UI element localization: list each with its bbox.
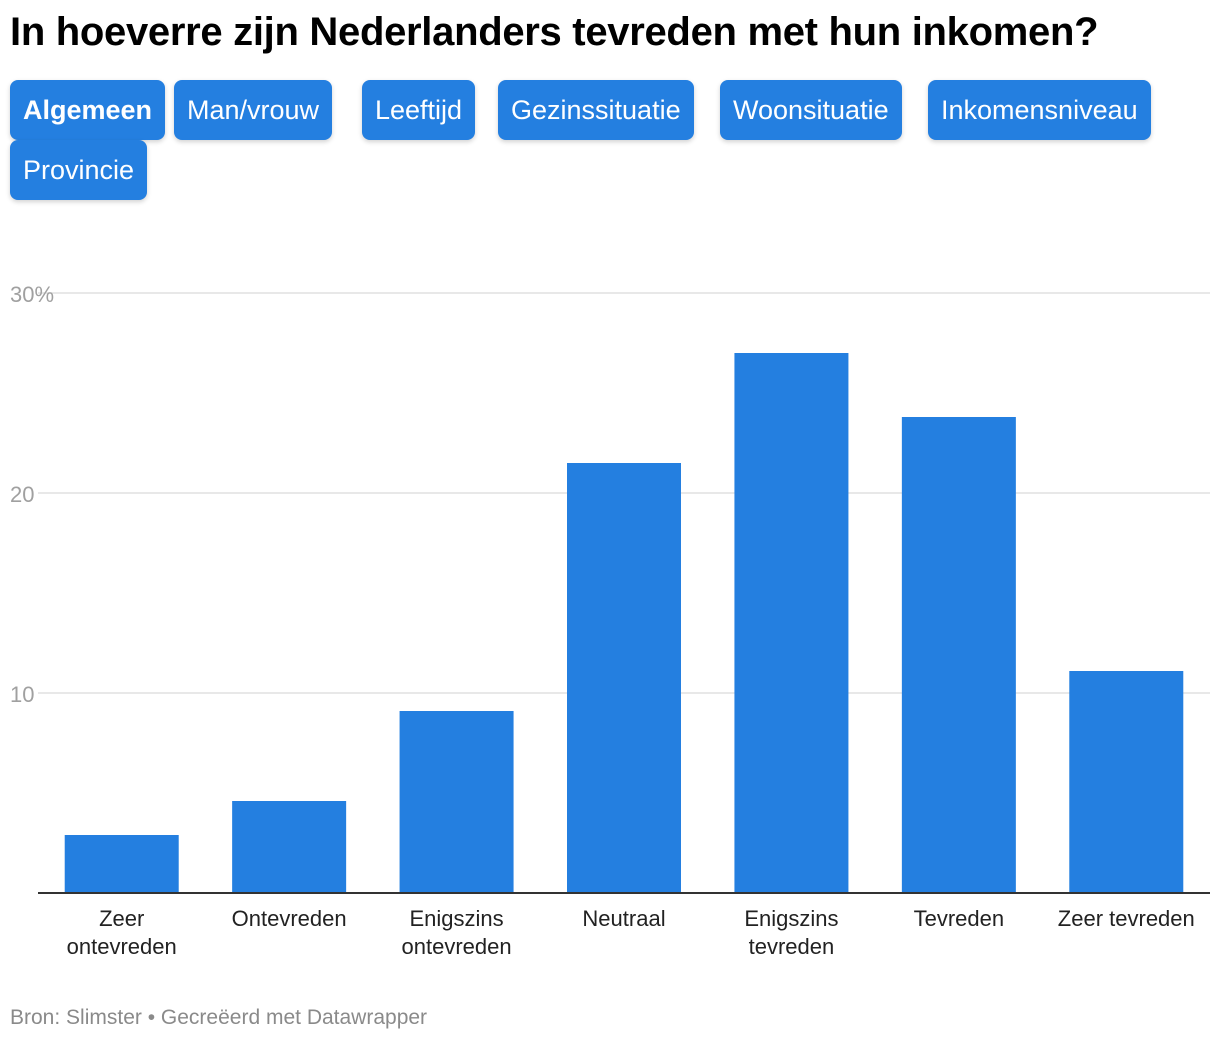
x-tick-label-line: Enigszins: [744, 906, 838, 931]
x-tick-label-line: ontevreden: [67, 934, 177, 959]
tab-leeftijd[interactable]: Leeftijd: [362, 80, 476, 140]
footer-separator: •: [147, 1006, 156, 1029]
bar-2: [399, 711, 514, 893]
chart-title: In hoeverre zijn Nederlanders tevreden m…: [10, 10, 1099, 54]
credit-link[interactable]: Gecreëerd met Datawrapper: [160, 1006, 428, 1029]
tab-gezinssituatie[interactable]: Gezinssituatie: [498, 80, 694, 140]
x-tick-label-line: Neutraal: [582, 906, 665, 931]
x-tick-label: Zeer tevreden: [1058, 906, 1195, 931]
x-tick-label-line: Tevreden: [914, 906, 1005, 931]
y-tick-label: 10: [10, 682, 34, 707]
bar-6: [1069, 671, 1184, 893]
x-tick-label-line: Zeer tevreden: [1058, 906, 1195, 931]
bar-3: [567, 463, 681, 893]
bar-4: [734, 353, 849, 893]
bar-5: [901, 417, 1016, 893]
x-tick-label-line: tevreden: [749, 934, 835, 959]
x-tick-label-line: ontevreden: [402, 934, 512, 959]
tab-man-vrouw[interactable]: Man/vrouw: [174, 80, 333, 140]
tab-provincie[interactable]: Provincie: [10, 140, 148, 200]
tab-woonsituatie[interactable]: Woonsituatie: [720, 80, 902, 140]
y-tick-label: 20: [10, 482, 34, 507]
source-text: Bron: Slimster: [10, 1006, 142, 1029]
x-tick-label: Tevreden: [914, 906, 1005, 931]
bar-0: [64, 835, 179, 893]
x-tick-label: Enigszins tevreden: [744, 906, 838, 959]
bar-chart: 10 20 30% Zeer ontevreden Ontevreden Enigszins…: [10, 282, 1210, 959]
bar-1: [232, 801, 347, 893]
x-tick-label-line: Zeer: [99, 906, 144, 931]
x-tick-label-line: Ontevreden: [232, 906, 347, 931]
tab-inkomensniveau[interactable]: Inkomensniveau: [928, 80, 1151, 140]
x-tick-label-line: Enigszins: [409, 906, 503, 931]
x-tick-label: Neutraal: [582, 906, 665, 931]
x-tick-label: Ontevreden: [232, 906, 347, 931]
x-tick-label: Enigszins ontevreden: [402, 906, 512, 959]
y-tick-label: 30%: [10, 282, 54, 307]
tab-algemeen[interactable]: Algemeen: [10, 80, 166, 140]
footer: Bron: Slimster • Gecreëerd met Datawrapp…: [10, 1006, 427, 1030]
x-tick-label: Zeer ontevreden: [67, 906, 177, 959]
